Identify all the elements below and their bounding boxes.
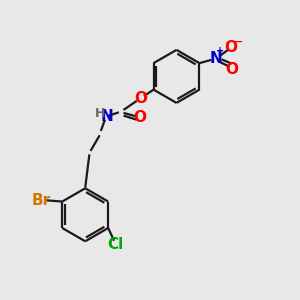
Text: O: O [225, 61, 238, 76]
Text: −: − [231, 34, 243, 49]
Text: O: O [133, 110, 146, 124]
Text: H: H [94, 107, 105, 120]
Text: O: O [224, 40, 238, 55]
Text: N: N [101, 109, 114, 124]
Text: Cl: Cl [107, 237, 124, 252]
Text: N: N [209, 51, 222, 66]
Text: O: O [134, 91, 147, 106]
Text: +: + [216, 46, 224, 56]
Text: Br: Br [32, 193, 51, 208]
